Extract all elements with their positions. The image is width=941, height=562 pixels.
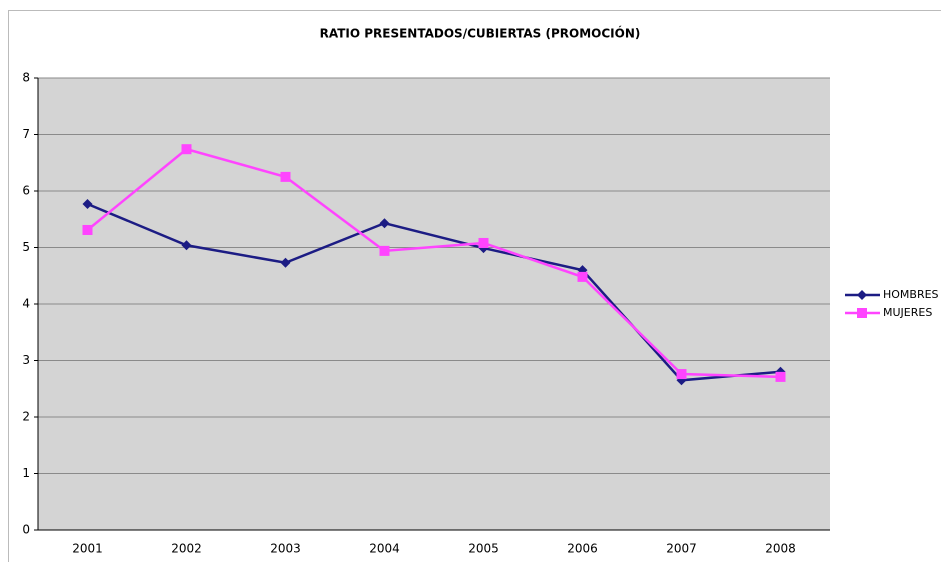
y-tick-label: 4	[22, 297, 30, 311]
data-point	[82, 224, 93, 235]
data-point	[181, 144, 192, 155]
y-tick-label: 0	[22, 523, 30, 537]
y-tick-label: 2	[22, 410, 30, 424]
series-line	[87, 202, 781, 382]
y-tick-label: 8	[22, 71, 30, 85]
data-point	[181, 240, 192, 251]
x-tick-label: 2005	[468, 542, 499, 556]
chart-title: RATIO PRESENTADOS/CUBIERTAS (PROMOCIÓN)	[320, 26, 641, 41]
y-tick-label: 5	[22, 240, 30, 254]
legend-marker	[857, 308, 867, 318]
data-point	[379, 218, 390, 229]
data-point	[379, 245, 390, 256]
x-tick-label: 2007	[666, 542, 697, 556]
x-tick-label: 2004	[369, 542, 400, 556]
series-line	[86, 147, 781, 379]
y-tick-label: 7	[22, 127, 30, 141]
x-tick-label: 2003	[270, 542, 301, 556]
data-point	[280, 257, 291, 268]
data-point	[280, 171, 291, 182]
y-tick-label: 3	[22, 353, 30, 367]
x-tick-label: 2006	[567, 542, 598, 556]
legend-label: MUJERES	[883, 306, 932, 319]
data-point	[478, 237, 489, 248]
legend-label: HOMBRES	[883, 288, 939, 301]
y-tick-label: 1	[22, 466, 30, 480]
x-tick-label: 2001	[72, 542, 103, 556]
legend-marker	[857, 290, 867, 300]
data-point	[577, 271, 588, 282]
data-point	[775, 371, 786, 382]
x-tick-label: 2002	[171, 542, 202, 556]
y-tick-label: 6	[22, 184, 30, 198]
data-point	[82, 198, 93, 209]
x-tick-label: 2008	[765, 542, 796, 556]
data-point	[676, 369, 687, 380]
